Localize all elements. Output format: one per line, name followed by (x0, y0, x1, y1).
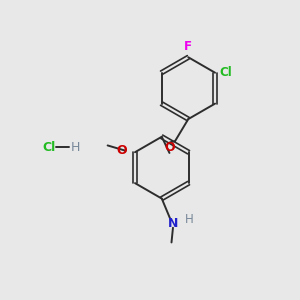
Text: H: H (185, 213, 194, 226)
Text: F: F (184, 40, 192, 53)
Text: N: N (168, 217, 178, 230)
Text: H: H (70, 141, 80, 154)
Text: Cl: Cl (43, 141, 56, 154)
Text: O: O (116, 144, 127, 157)
Text: Cl: Cl (219, 66, 232, 79)
Text: O: O (164, 141, 175, 154)
